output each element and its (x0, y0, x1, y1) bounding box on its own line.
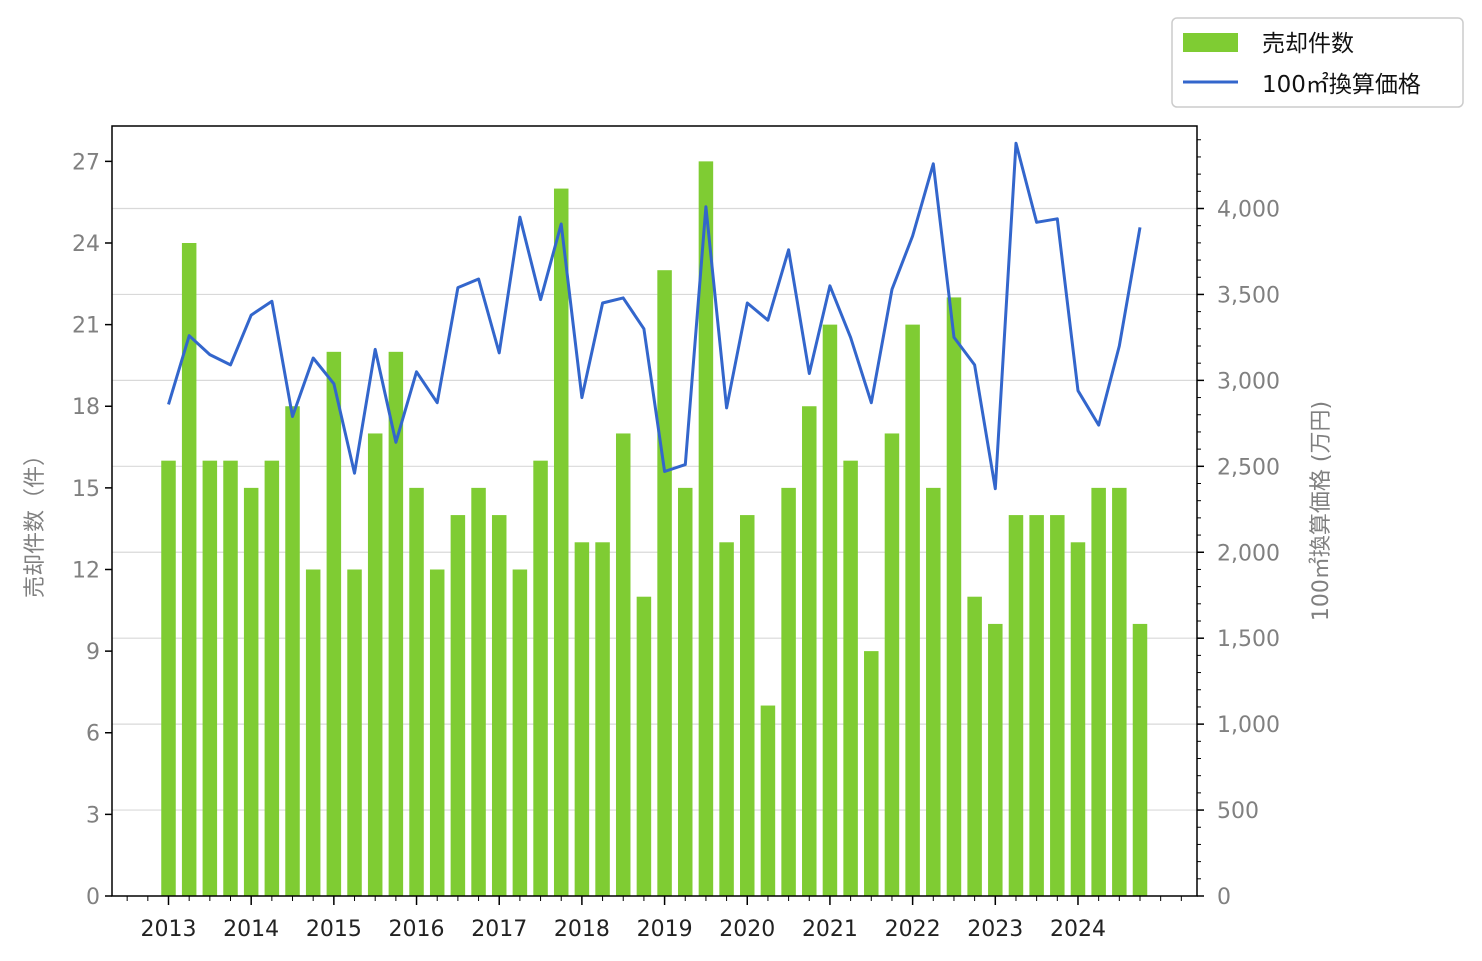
left-tick-label-8: 24 (72, 232, 100, 257)
x-tick-label-2021: 2021 (802, 917, 858, 942)
x-tick-label-2015: 2015 (306, 917, 362, 942)
bar-2018Q2 (595, 542, 610, 896)
left-axis: 0 3 6 9 12 15 18 21 24 27 (72, 150, 112, 910)
bar-2018Q3 (615, 433, 631, 896)
bar-2020Q1 (740, 515, 755, 896)
bar-2022Q1 (905, 324, 920, 896)
legend-bar-swatch (1183, 33, 1238, 52)
left-tick-label-3: 9 (86, 640, 100, 665)
right-tick-label-1: 500 (1217, 799, 1259, 824)
right-tick-label-7: 3,500 (1217, 283, 1280, 308)
bar-2019Q1 (657, 270, 672, 896)
bar-2021Q1 (822, 324, 838, 896)
bar-2022Q2 (926, 487, 941, 896)
bar-series (161, 161, 1148, 897)
bottom-axis: 2013 2014 2015 2016 2017 2018 2019 2020 2021 2022… (126, 896, 1182, 942)
bar-2024Q2 (1091, 487, 1106, 896)
bar-2024Q3 (1112, 487, 1127, 896)
bar-2023Q3 (1029, 515, 1044, 896)
x-tick-label-2017: 2017 (471, 917, 527, 942)
x-tick-label-2022: 2022 (885, 917, 941, 942)
x-tick-label-2024: 2024 (1050, 917, 1106, 942)
bar-2019Q3 (698, 161, 714, 896)
bar-2017Q1 (491, 515, 507, 896)
bar-2016Q4 (471, 487, 486, 896)
legend-line-label: 100㎡換算価格 (1262, 72, 1421, 98)
bar-2018Q4 (636, 596, 652, 896)
left-tick-label-6: 18 (72, 395, 100, 420)
legend-box (1171, 17, 1464, 108)
x-tick-label-2016: 2016 (389, 917, 445, 942)
bar-2015Q2 (347, 569, 362, 896)
x-tick-label-2023: 2023 (967, 917, 1023, 942)
right-tick-label-3: 1,500 (1217, 627, 1280, 652)
bar-2017Q2 (512, 569, 528, 896)
left-tick-label-5: 15 (72, 477, 100, 502)
bar-2021Q3 (864, 651, 879, 896)
bar-2014Q4 (305, 569, 321, 896)
price-line (167, 141, 1142, 491)
x-tick-label-2013: 2013 (141, 917, 197, 942)
x-tick-label-2018: 2018 (554, 917, 610, 942)
bar-2014Q2 (264, 460, 280, 896)
x-tick-label-2019: 2019 (637, 917, 693, 942)
bar-2019Q2 (678, 487, 693, 896)
bar-2019Q4 (719, 542, 734, 896)
bar-2022Q3 (946, 297, 962, 896)
bar-2021Q2 (843, 460, 858, 896)
bar-2013Q3 (202, 460, 218, 896)
bar-2020Q2 (760, 705, 776, 896)
x-tick-label-2020: 2020 (719, 917, 775, 942)
bar-2016Q1 (409, 487, 424, 896)
bar-2016Q3 (450, 515, 466, 896)
left-tick-label-9: 27 (72, 150, 100, 175)
legend-bar-label: 売却件数 (1262, 31, 1354, 57)
plot-frame (111, 125, 1198, 897)
right-axis-label: 100㎡換算価格 (万円) (1308, 401, 1334, 621)
right-tick-label-0: 0 (1217, 885, 1231, 910)
bar-2015Q3 (367, 433, 383, 896)
right-axis: 0 500 1,000 1,500 2,000 2,500 3,000 3,500 4,000 (1197, 139, 1280, 910)
bar-2014Q1 (243, 487, 259, 896)
bar-2018Q1 (574, 542, 590, 896)
bar-2014Q3 (285, 406, 300, 896)
left-tick-label-1: 3 (86, 803, 100, 828)
bar-2015Q1 (326, 351, 342, 896)
bar-2022Q4 (967, 596, 982, 896)
bar-2013Q1 (161, 460, 176, 896)
right-tick-label-6: 3,000 (1217, 369, 1280, 394)
bar-2021Q4 (884, 433, 900, 896)
bar-2013Q4 (223, 460, 238, 896)
bar-2023Q1 (988, 623, 1003, 896)
bar-2020Q4 (802, 406, 817, 896)
bar-2023Q2 (1008, 515, 1024, 896)
x-tick-label-2014: 2014 (223, 917, 279, 942)
left-tick-label-2: 6 (86, 722, 100, 747)
bar-2016Q2 (429, 569, 445, 896)
bar-2024Q1 (1070, 542, 1086, 896)
bar-2017Q4 (553, 188, 569, 897)
right-tick-label-4: 2,000 (1217, 541, 1280, 566)
left-tick-label-4: 12 (72, 558, 100, 583)
bar-2013Q2 (181, 242, 197, 896)
right-tick-label-8: 4,000 (1217, 198, 1280, 223)
left-tick-label-0: 0 (86, 885, 100, 910)
left-tick-label-7: 21 (72, 314, 100, 339)
bar-2024Q4 (1132, 623, 1148, 896)
legend: 売却件数 100㎡換算価格 (1171, 17, 1464, 108)
bar-2017Q3 (533, 460, 548, 896)
bar-2023Q4 (1050, 515, 1065, 896)
left-axis-label: 売却件数（件） (23, 444, 48, 598)
right-tick-label-2: 1,000 (1217, 713, 1280, 738)
bar-2015Q4 (388, 351, 404, 896)
bar-2020Q3 (781, 487, 796, 896)
right-tick-label-5: 2,500 (1217, 455, 1280, 480)
